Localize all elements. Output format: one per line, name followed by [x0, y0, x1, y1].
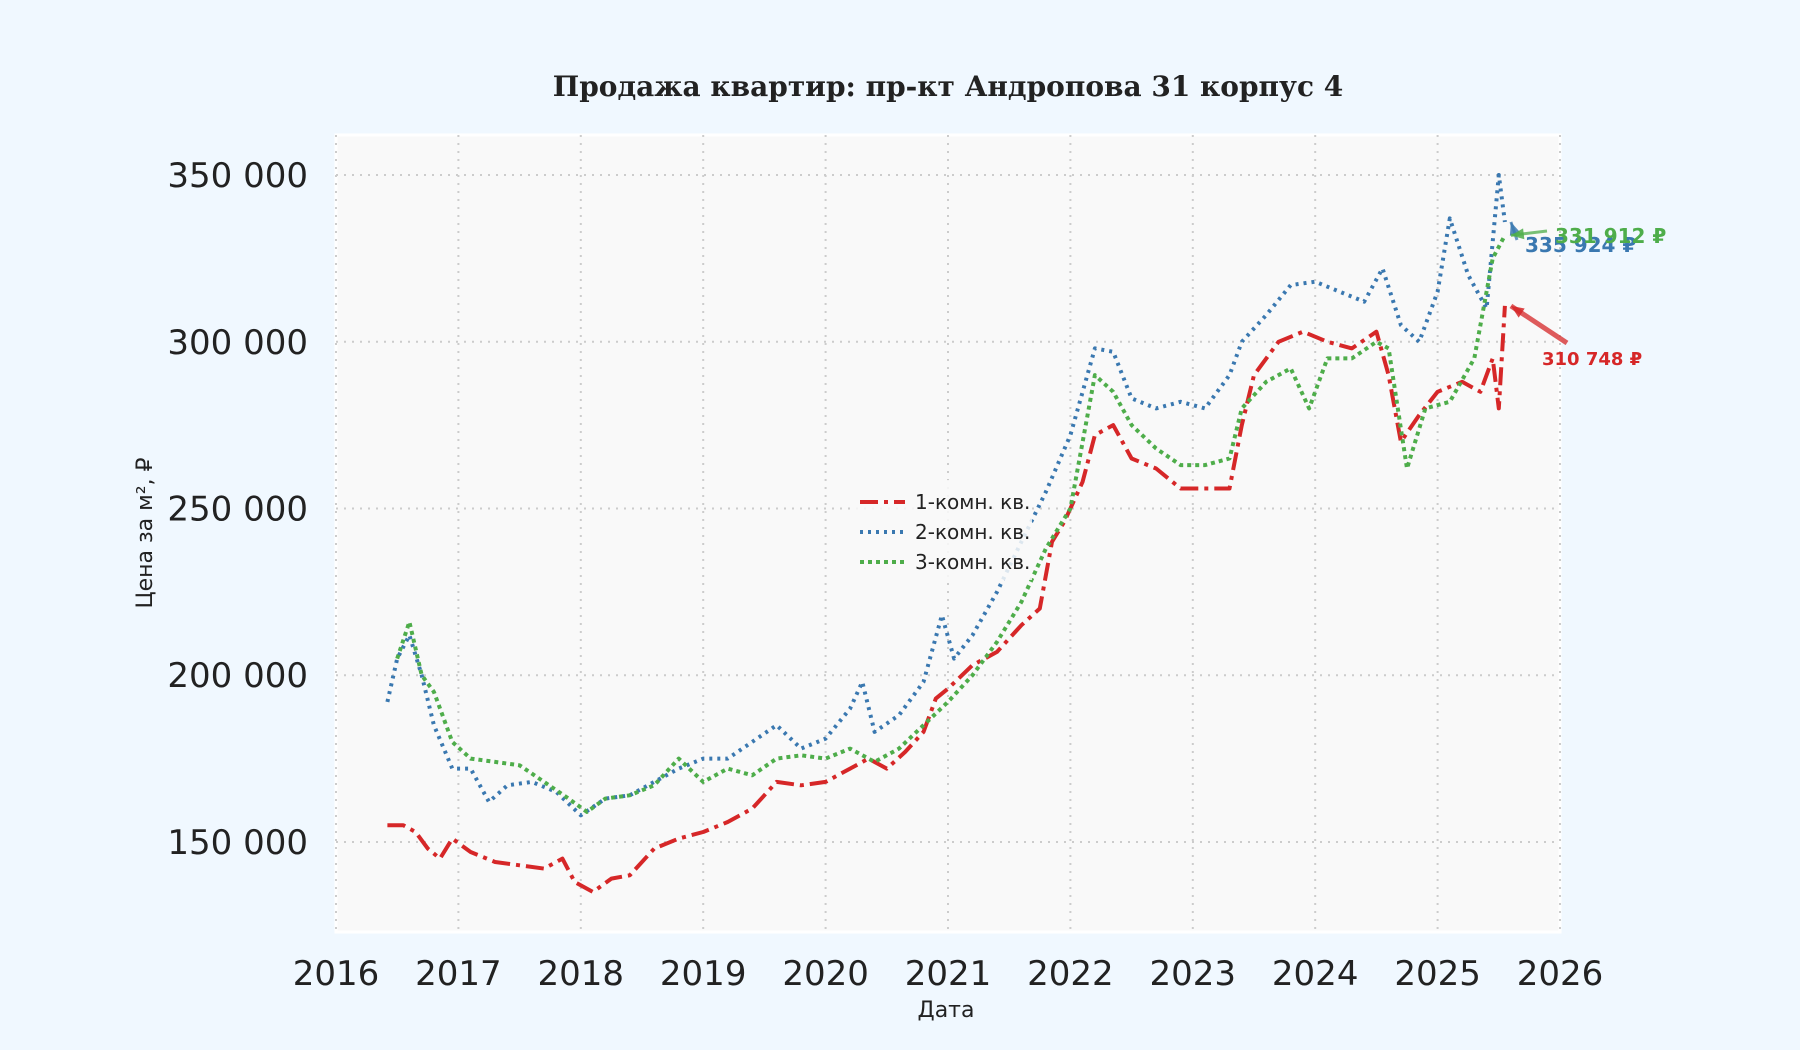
y-axis-ticks: 150 000 200 000 250 000 300 000 350 000 [167, 156, 308, 863]
y-tick-label: 150 000 [167, 823, 308, 863]
chart-title: Продажа квартир: пр-кт Андропова 31 корп… [553, 70, 1343, 103]
legend-label: 1-комн. кв. [915, 490, 1030, 514]
x-tick-label: 2020 [782, 954, 869, 994]
x-tick-label: 2017 [415, 954, 502, 994]
x-tick-label: 2016 [293, 954, 380, 994]
x-tick-label: 2021 [905, 954, 992, 994]
y-tick-label: 300 000 [167, 323, 308, 363]
grid [335, 135, 1561, 932]
x-tick-label: 2018 [538, 954, 625, 994]
annotation-arrowhead [1510, 305, 1525, 318]
annotations: 310 748 ₽ 335 924 ₽331 912 ₽ [1509, 221, 1666, 370]
x-tick-label: 2022 [1027, 954, 1114, 994]
x-axis-ticks: 2016 2017 2018 2019 2020 2021 2022 2023 2024 2025… [293, 954, 1604, 994]
series-line-2 [385, 173, 1507, 818]
y-tick-label: 250 000 [167, 489, 308, 529]
x-tick-label: 2019 [660, 954, 747, 994]
legend-label: 2-комн. кв. [915, 520, 1030, 544]
series-line-1 [387, 305, 1507, 894]
x-tick-label: 2023 [1150, 954, 1237, 994]
y-tick-label: 350 000 [167, 156, 308, 196]
x-axis-label: Дата [918, 998, 975, 1023]
annotation-arrowhead [1510, 228, 1525, 240]
x-tick-label: 2025 [1394, 954, 1481, 994]
annotation-label: 335 924 ₽ [1525, 233, 1636, 257]
legend-label: 3-комн. кв. [915, 550, 1030, 574]
series-layer [385, 173, 1507, 894]
annotation-label: 310 748 ₽ [1542, 349, 1642, 370]
y-axis-label: Цена за м², ₽ [133, 457, 158, 608]
annotation-label: 331 912 ₽ [1555, 224, 1666, 248]
x-tick-label: 2026 [1517, 954, 1604, 994]
x-tick-label: 2024 [1272, 954, 1359, 994]
legend-box [850, 480, 1032, 580]
y-tick-label: 200 000 [167, 656, 308, 696]
legend: 1-комн. кв. 2-комн. кв. 3-комн. кв. [850, 480, 1032, 580]
